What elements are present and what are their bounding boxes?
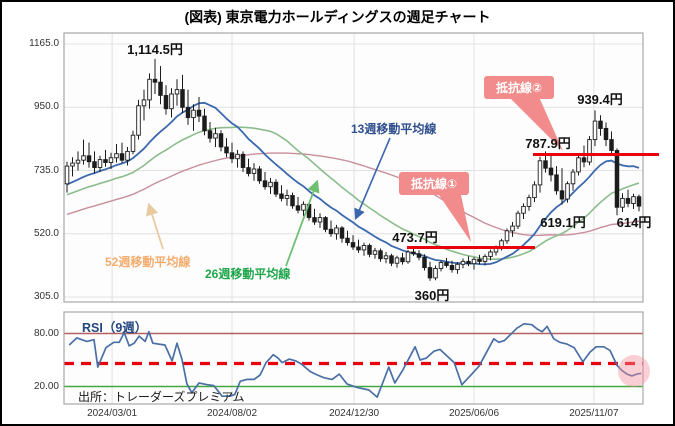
rsi-highlight-circle	[617, 354, 650, 387]
last-price-label: 614円	[616, 215, 652, 230]
date-axis-tick: 2024/12/30	[329, 408, 380, 419]
ma52-label: 52週移動平均線	[105, 255, 191, 269]
resistance-line-2	[533, 153, 659, 157]
date-axis-tick: 2025/06/06	[448, 408, 500, 419]
peak-price-label: 1,114.5円	[127, 42, 183, 57]
date-axis-tick: 2024/03/01	[87, 408, 138, 419]
source-note: 出所：トレーダーズプレミアム	[78, 390, 245, 404]
pullback-low-label: 619.1円	[540, 215, 586, 230]
resistance1-badge: 抵抗線①	[399, 172, 470, 195]
price-axis-tick: 520.0	[33, 227, 59, 239]
candlestick-layer	[64, 58, 642, 281]
page-title: (図表) 東京電力ホールディングスの週足チャート	[184, 9, 491, 25]
ma13-label: 13週移動平均線	[351, 122, 437, 136]
date-axis-tick: 2024/08/02	[206, 408, 258, 419]
date-axis-tick: 2025/11/07	[569, 408, 619, 419]
rsi-title: RSI（9週）	[82, 321, 148, 335]
rsi-line	[68, 322, 642, 398]
ma26-label: 26週移動平均線	[205, 267, 291, 281]
ma13-arrow-icon	[354, 137, 391, 221]
price-axis-tick: 1165.0	[29, 38, 59, 49]
second-peak-price-label: 939.4円	[577, 92, 623, 107]
ma26-arrow-icon	[285, 179, 320, 267]
ma13-line	[66, 101, 640, 266]
resistance1-pointer-icon	[439, 195, 471, 242]
ma26-line	[66, 126, 640, 260]
ma52-arrow-icon	[146, 202, 164, 250]
ma52-line	[66, 152, 640, 237]
price-axis-tick: 305.0	[33, 291, 59, 302]
rsi-axis-tick: 80.00	[33, 327, 59, 339]
price-axis-tick: 735.0	[33, 164, 59, 176]
resistance-line-1	[407, 245, 535, 249]
resistance1-price-label: 473.7円	[392, 230, 438, 245]
rsi-axis-tick: 20.00	[33, 380, 59, 392]
resistance2-price-label: 787.9円	[525, 136, 571, 151]
resistance2-badge: 抵抗線②	[484, 76, 555, 99]
price-axis-tick: 950.0	[33, 101, 59, 113]
bottom-price-label: 360円	[414, 288, 450, 303]
resistance2-pointer-icon	[509, 97, 563, 151]
